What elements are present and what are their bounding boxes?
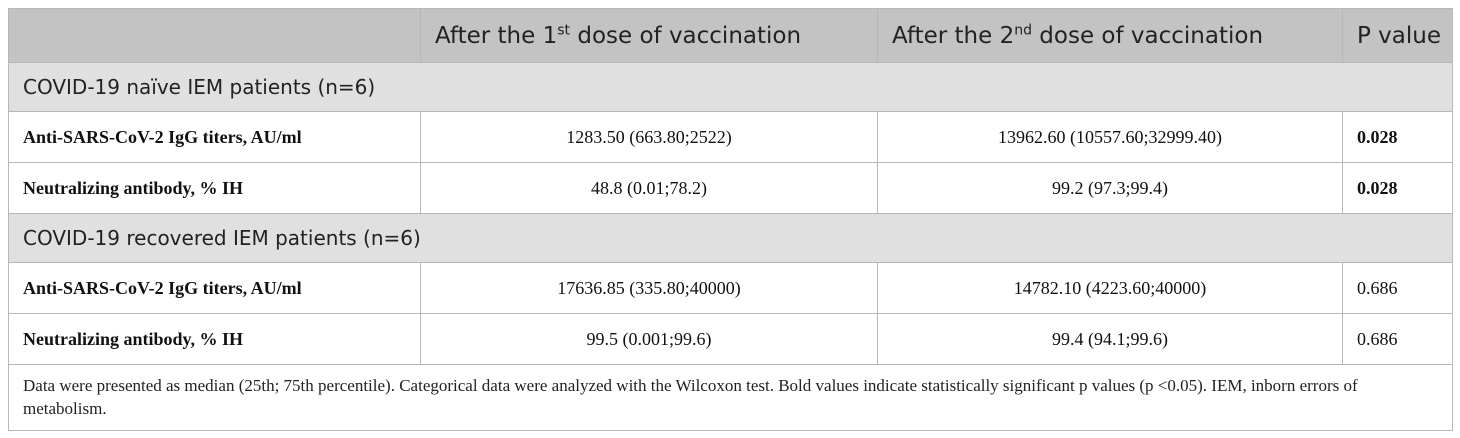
header-dose1-sup: st <box>557 21 571 38</box>
p-value: 0.028 <box>1342 111 1453 163</box>
table-row: Neutralizing antibody, % IH 48.8 (0.01;7… <box>8 162 1453 214</box>
table-row: Anti-SARS-CoV-2 IgG titers, AU/ml 1283.5… <box>8 111 1453 163</box>
dose1-value: 99.5 (0.001;99.6) <box>420 313 878 365</box>
row-label: Anti-SARS-CoV-2 IgG titers, AU/ml <box>8 262 421 314</box>
header-dose2-sup: nd <box>1014 21 1032 38</box>
table-footnote: Data were presented as median (25th; 75t… <box>8 364 1453 431</box>
header-dose2-post: dose of vaccination <box>1032 22 1264 49</box>
row-label: Neutralizing antibody, % IH <box>8 313 421 365</box>
header-dose2: After the 2nd dose of vaccination <box>877 8 1343 63</box>
row-label: Anti-SARS-CoV-2 IgG titers, AU/ml <box>8 111 421 163</box>
dose2-value: 99.2 (97.3;99.4) <box>877 162 1343 214</box>
header-dose1-pre: After the 1 <box>435 22 558 49</box>
dose2-value: 99.4 (94.1;99.6) <box>877 313 1343 365</box>
header-dose1-post: dose of vaccination <box>570 22 802 49</box>
dose1-value: 48.8 (0.01;78.2) <box>420 162 878 214</box>
group-title: COVID-19 naïve IEM patients (n=6) <box>8 62 1453 112</box>
dose2-value: 14782.10 (4223.60;40000) <box>877 262 1343 314</box>
dose2-value: 13962.60 (10557.60;32999.40) <box>877 111 1343 163</box>
header-p-value: P value <box>1342 8 1453 63</box>
vaccination-results-table: After the 1st dose of vaccination After … <box>8 8 1453 431</box>
header-dose1: After the 1st dose of vaccination <box>420 8 878 63</box>
header-empty-cell <box>8 8 421 63</box>
table-row: Neutralizing antibody, % IH 99.5 (0.001;… <box>8 313 1453 365</box>
table-row: Anti-SARS-CoV-2 IgG titers, AU/ml 17636.… <box>8 262 1453 314</box>
dose1-value: 17636.85 (335.80;40000) <box>420 262 878 314</box>
footnote-row: Data were presented as median (25th; 75t… <box>8 364 1453 431</box>
group-row-recovered: COVID-19 recovered IEM patients (n=6) <box>8 213 1453 263</box>
header-row: After the 1st dose of vaccination After … <box>8 8 1453 63</box>
p-value: 0.686 <box>1342 262 1453 314</box>
group-title: COVID-19 recovered IEM patients (n=6) <box>8 213 1453 263</box>
group-row-naive: COVID-19 naïve IEM patients (n=6) <box>8 62 1453 112</box>
results-table-container: After the 1st dose of vaccination After … <box>8 8 1453 431</box>
dose1-value: 1283.50 (663.80;2522) <box>420 111 878 163</box>
row-label: Neutralizing antibody, % IH <box>8 162 421 214</box>
header-dose2-pre: After the 2 <box>892 22 1015 49</box>
p-value: 0.686 <box>1342 313 1453 365</box>
p-value: 0.028 <box>1342 162 1453 214</box>
